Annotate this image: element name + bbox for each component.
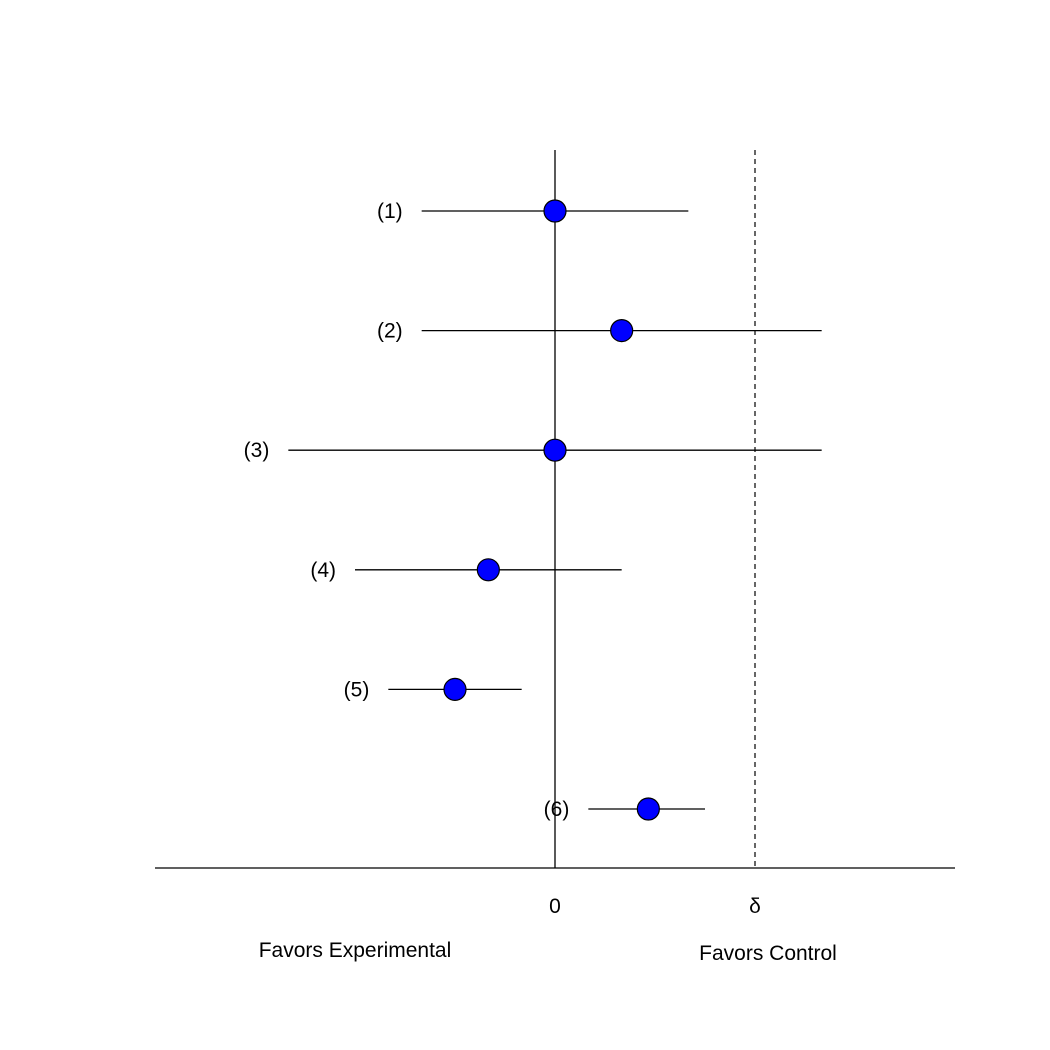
point-estimate-2 xyxy=(610,319,634,343)
row-label-4: (4) xyxy=(310,559,336,582)
point-estimate-5 xyxy=(443,677,467,702)
point-estimate-1 xyxy=(543,199,567,223)
favors-control-label: Favors Control xyxy=(699,942,837,965)
row-label-2: (2) xyxy=(377,320,403,343)
favors-experimental-label: Favors Experimental xyxy=(259,939,452,962)
rows-group: (1) (2) (3) (4) (5) (6) xyxy=(244,200,822,821)
point-estimate-3 xyxy=(543,438,567,462)
row-label-1: (1) xyxy=(377,200,403,223)
x-tick-label-1: δ xyxy=(749,895,761,918)
point-estimate-4 xyxy=(476,558,500,582)
point-estimate-6 xyxy=(636,797,660,821)
row-label-3: (3) xyxy=(244,439,270,462)
row-label-5: (5) xyxy=(344,678,370,701)
row-label-6: (6) xyxy=(544,798,570,821)
x-tick-label-0: 0 xyxy=(549,895,561,918)
markers-group xyxy=(443,199,660,821)
